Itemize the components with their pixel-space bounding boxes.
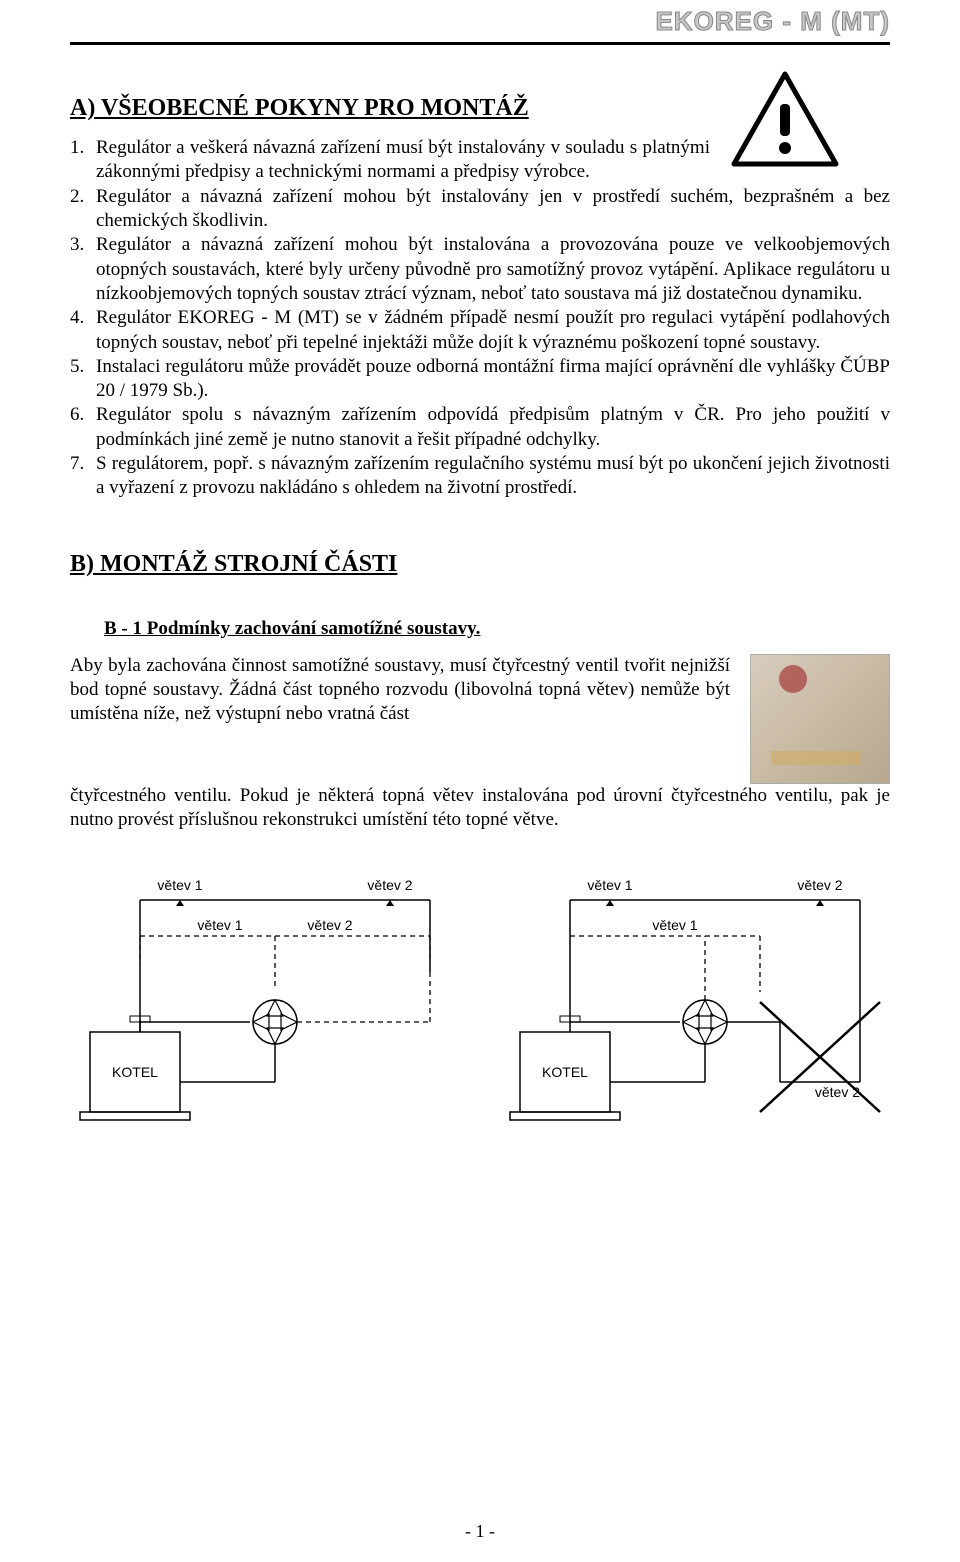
list-item: 3. Regulátor a návazná zařízení mohou bý… [70, 233, 890, 306]
list-item: 4. Regulátor EKOREG - M (MT) se v žádném… [70, 306, 890, 355]
diagram-incorrect: větev 1 větev 2 větev 1 KOTEL [500, 872, 890, 1152]
list-text: Instalaci regulátoru může provádět pouze… [96, 355, 890, 404]
list-number: 5. [70, 355, 96, 404]
warning-icon [730, 70, 840, 175]
section-b-heading: B) MONTÁŽ STROJNÍ ČÁSTI [70, 551, 890, 578]
diagrams-row: větev 1 větev 2 větev 1 větev 2 [70, 872, 890, 1152]
diagram-label: větev 1 [587, 877, 632, 893]
list-number: 4. [70, 306, 96, 355]
list-text: Regulátor EKOREG - M (MT) se v žádném př… [96, 306, 890, 355]
list-item: 2. Regulátor a návazná zařízení mohou bý… [70, 185, 890, 234]
diagram-label: větev 1 [197, 917, 242, 933]
diagram-label: větev 2 [307, 917, 352, 933]
section-b1-para-narrow: Aby byla zachována činnost samotížné sou… [70, 654, 730, 727]
page: EKOREG - M (MT) A) VŠEOBECNÉ POKYNY PRO … [0, 0, 960, 1562]
list-text: Regulátor a návazná zařízení mohou být i… [96, 233, 890, 306]
product-title: EKOREG - M (MT) [655, 6, 890, 37]
list-item: 7. S regulátorem, popř. s návazným zaříz… [70, 452, 890, 501]
list-item: 5. Instalaci regulátoru může provádět po… [70, 355, 890, 404]
page-number: - 1 - [0, 1521, 960, 1542]
diagram-label: větev 1 [157, 877, 202, 893]
list-number: 6. [70, 403, 96, 452]
list-text: Regulátor spolu s návazným zařízením odp… [96, 403, 890, 452]
section-a-list: 1. Regulátor a veškerá návazná zařízení … [70, 136, 890, 501]
diagram-label: větev 2 [367, 877, 412, 893]
diagram-label: větev 1 [652, 917, 697, 933]
section-b1-heading: B - 1 Podmínky zachování samotížné soust… [104, 618, 890, 640]
list-number: 2. [70, 185, 96, 234]
list-number: 1. [70, 136, 96, 185]
diagram-label: KOTEL [542, 1064, 588, 1080]
diagram-correct: větev 1 větev 2 větev 1 větev 2 [70, 872, 460, 1152]
header-rule [70, 42, 890, 45]
section-b1-para-full: čtyřcestného ventilu. Pokud je některá t… [70, 784, 890, 833]
diagram-label: větev 2 [797, 877, 842, 893]
list-item: 6. Regulátor spolu s návazným zařízením … [70, 403, 890, 452]
list-text: Regulátor a návazná zařízení mohou být i… [96, 185, 890, 234]
list-number: 3. [70, 233, 96, 306]
list-text: S regulátorem, popř. s návazným zařízení… [96, 452, 890, 501]
valve-photo [750, 654, 890, 784]
content: A) VŠEOBECNÉ POKYNY PRO MONTÁŽ 1. Regulá… [70, 20, 890, 1152]
section-b1-row: Aby byla zachována činnost samotížné sou… [70, 654, 890, 784]
list-number: 7. [70, 452, 96, 501]
diagram-label: KOTEL [112, 1064, 158, 1080]
